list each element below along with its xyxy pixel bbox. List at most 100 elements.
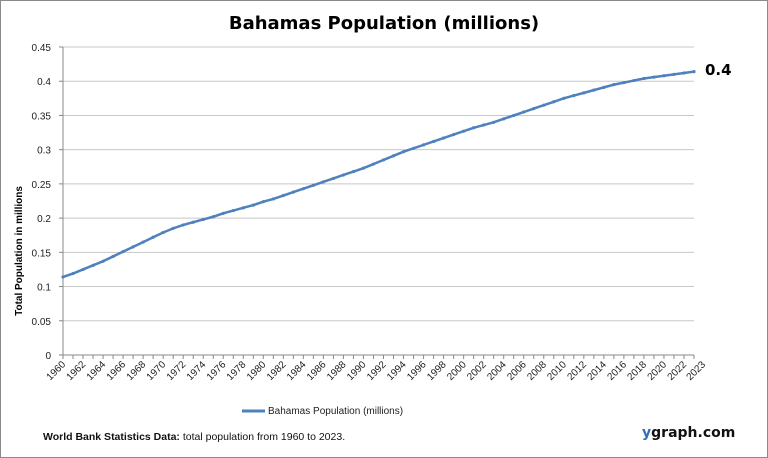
data-point: [81, 267, 85, 272]
data-point: [431, 139, 436, 144]
y-axis-label: Total Population in millions: [14, 186, 25, 316]
data-point: [572, 93, 576, 98]
data-point: [121, 250, 125, 254]
data-point: [692, 70, 696, 74]
data-point: [642, 76, 646, 81]
y-tick-label: 0.05: [32, 317, 52, 328]
source-text: total population from 1960 to 2023.: [179, 431, 346, 443]
brand-y: y: [642, 425, 652, 441]
data-point: [331, 176, 336, 181]
x-tick-label: 1980: [245, 359, 269, 383]
data-point: [71, 271, 75, 276]
data-point: [211, 215, 215, 219]
data-point: [662, 74, 666, 78]
data-point: [391, 154, 396, 158]
x-tick-label: 1976: [205, 359, 229, 383]
data-point: [161, 230, 165, 235]
end-value-label: 0.4: [705, 61, 732, 79]
data-point: [482, 123, 486, 127]
x-tick-label: 2020: [646, 359, 670, 383]
x-tick-label: 1996: [405, 359, 429, 383]
data-point: [582, 91, 586, 95]
data-point: [201, 217, 205, 222]
y-tick-label: 0: [45, 351, 51, 362]
data-point: [622, 80, 626, 85]
x-tick-label: 1984: [285, 359, 309, 383]
data-point: [131, 245, 135, 249]
data-point: [171, 226, 175, 230]
data-point: [532, 107, 536, 111]
x-tick-label: 2002: [465, 359, 489, 383]
y-tick-label: 0.35: [32, 111, 52, 122]
x-tick-label: 2006: [505, 359, 529, 383]
data-point: [512, 113, 516, 118]
x-tick-label: 2014: [585, 359, 609, 383]
data-point: [612, 83, 616, 87]
y-tick-label: 0.45: [32, 43, 52, 54]
x-tick-label: 2000: [445, 359, 469, 383]
x-tick-label: 2023: [685, 359, 709, 383]
source-bold: World Bank Statistics Data:: [43, 431, 180, 443]
x-tick-label: 2012: [565, 359, 589, 383]
data-point: [321, 180, 326, 184]
x-tick-label: 2018: [626, 359, 650, 383]
data-point: [101, 259, 105, 263]
x-tick-label: 1974: [185, 359, 209, 383]
data-point: [301, 187, 305, 191]
x-tick-label: 1992: [365, 359, 389, 383]
data-point: [492, 120, 496, 124]
y-tick-label: 0.25: [32, 180, 52, 191]
data-point: [672, 72, 676, 76]
x-tick-label: 1966: [105, 359, 129, 383]
y-tick-label: 0.1: [37, 283, 51, 294]
source-note: World Bank Statistics Data: total popula…: [43, 431, 345, 443]
data-point: [341, 173, 346, 177]
x-tick-label: 1994: [385, 359, 409, 383]
data-point: [552, 100, 556, 104]
brand-rest: graph.com: [651, 425, 736, 441]
data-point: [632, 78, 636, 83]
data-point: [261, 200, 265, 204]
data-point: [221, 211, 225, 215]
data-point: [452, 133, 456, 137]
data-point: [281, 193, 285, 198]
series-line: [62, 70, 695, 279]
x-tick-label: 1960: [45, 359, 69, 383]
data-point: [401, 150, 406, 154]
data-point: [151, 235, 155, 239]
data-point: [411, 146, 416, 150]
x-tick-label: 1978: [225, 359, 249, 383]
data-point: [311, 183, 315, 187]
x-tick-label: 1972: [165, 359, 189, 383]
data-point: [251, 203, 255, 207]
x-tick-label: 2016: [605, 359, 629, 383]
x-tick-label: 2010: [545, 359, 569, 383]
data-point: [522, 110, 526, 114]
data-point: [472, 126, 476, 130]
data-point: [371, 162, 376, 166]
data-point: [682, 71, 686, 75]
x-tick-label: 1998: [425, 359, 449, 383]
data-point: [231, 208, 235, 213]
data-point: [542, 103, 546, 107]
data-point: [442, 136, 446, 140]
x-tick-label: 1982: [265, 359, 289, 383]
data-point: [421, 143, 426, 147]
x-tick-label: 1986: [305, 359, 329, 383]
data-point: [61, 275, 65, 279]
data-point: [652, 75, 656, 79]
data-point: [181, 223, 185, 227]
data-point: [91, 263, 95, 267]
data-point: [562, 96, 566, 100]
x-tick-label: 2004: [485, 359, 509, 383]
y-tick-label: 0.15: [32, 248, 52, 259]
data-point: [602, 85, 606, 89]
x-tick-label: 1988: [325, 359, 349, 383]
data-point: [592, 88, 596, 92]
data-point: [361, 166, 366, 170]
y-tick-label: 0.3: [37, 146, 51, 157]
data-point: [241, 206, 245, 210]
data-point: [141, 240, 145, 244]
